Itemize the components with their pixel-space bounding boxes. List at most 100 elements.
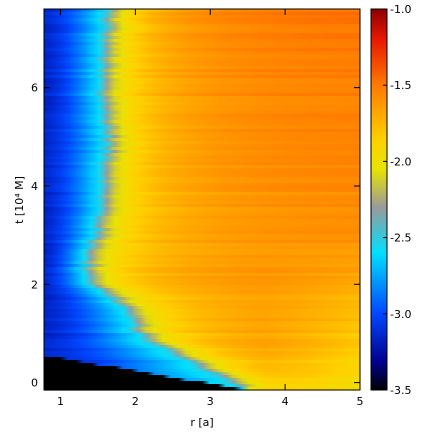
y-tick-label: 4 [31, 180, 38, 193]
heatmap-row [44, 339, 360, 343]
heatmap-row [44, 51, 360, 55]
heatmap-row [44, 210, 360, 214]
heatmap-row [44, 39, 360, 43]
colorbar-tick-label: -1.5 [390, 79, 411, 92]
heatmap-row [44, 378, 360, 382]
heatmap-row [44, 87, 360, 91]
heatmap-row [44, 363, 360, 367]
heatmap-row [44, 45, 360, 49]
heatmap-row [44, 279, 360, 283]
x-tick-label: 5 [357, 395, 364, 408]
heatmap-row [44, 69, 360, 73]
heatmap-row [44, 213, 360, 217]
heatmap-row [44, 330, 360, 334]
heatmap-row [44, 159, 360, 163]
heatmap-row [44, 231, 360, 235]
heatmap-row [44, 132, 360, 136]
heatmap-row [44, 276, 360, 280]
heatmap-row [44, 48, 360, 52]
heatmap-row [44, 120, 360, 124]
heatmap-row [44, 312, 360, 316]
heatmap-row [44, 264, 360, 268]
heatmap-row [44, 138, 360, 142]
heatmap-row [44, 81, 360, 85]
x-axis: 1 2 3 4 5 [57, 9, 364, 408]
heatmap-row [44, 90, 360, 94]
heatmap-row [44, 153, 360, 157]
heatmap-row [44, 135, 360, 139]
heatmap-row [44, 381, 360, 385]
heatmap-row [44, 351, 360, 355]
heatmap-row [44, 285, 360, 289]
heatmap-row [44, 234, 360, 238]
heatmap-row [44, 366, 360, 370]
heatmap-row [44, 12, 360, 16]
colorbar-tick-label: -1.0 [390, 3, 411, 16]
heatmap-row [44, 33, 360, 37]
heatmap-row [44, 171, 360, 175]
y-axis: 0 2 4 6 [31, 82, 360, 390]
heatmap-row [44, 123, 360, 127]
heatmap-row [44, 36, 360, 40]
heatmap-row [44, 261, 360, 265]
heatmap-row [44, 141, 360, 145]
heatmap-row [44, 105, 360, 109]
heatmap-row [44, 291, 360, 295]
heatmap-row [44, 357, 360, 361]
heatmap-row [44, 318, 360, 322]
heatmap-row [44, 102, 360, 106]
y-tick-label: 6 [31, 82, 38, 95]
heatmap-row [44, 192, 360, 196]
heatmap-row [44, 348, 360, 352]
heatmap-row [44, 183, 360, 187]
heatmap-row [44, 345, 360, 349]
heatmap-row [44, 282, 360, 286]
heatmap-row [44, 219, 360, 223]
y-axis-title: t [10⁴ M] [13, 176, 26, 224]
heatmap-row [44, 96, 360, 100]
heatmap-row [44, 114, 360, 118]
heatmap-row [44, 243, 360, 247]
x-axis-title: r [a] [190, 416, 213, 429]
plot-frame [43, 8, 361, 391]
heatmap-row [44, 207, 360, 211]
heatmap-row [44, 75, 360, 79]
heatmap-row [44, 225, 360, 229]
colorbar-tick-label: -3.0 [390, 308, 411, 321]
heatmap-row [44, 111, 360, 115]
heatmap-row [44, 129, 360, 133]
heatmap-row [44, 15, 360, 19]
colorbar-tick-label: -2.0 [390, 155, 411, 168]
colorbar-ticks: -1.0 -1.5 -2.0 -2.5 -3.0 -3.5 [383, 3, 411, 397]
heatmap-row [44, 387, 360, 391]
heatmap-row [44, 369, 360, 373]
colorbar [370, 8, 388, 391]
heatmap-row [44, 372, 360, 376]
heatmap-row [44, 300, 360, 304]
heatmap-row [44, 309, 360, 313]
heatmap-row [44, 204, 360, 208]
heatmap-row [44, 306, 360, 310]
heatmap-row [44, 9, 360, 13]
heatmap-row [44, 288, 360, 292]
heatmap-row [44, 270, 360, 274]
heatmap-row [44, 168, 360, 172]
heatmap-row [44, 24, 360, 28]
heatmap-row [44, 162, 360, 166]
heatmap-row [44, 66, 360, 70]
heatmap-row [44, 174, 360, 178]
heatmap-row [44, 63, 360, 67]
heatmap-row [44, 315, 360, 319]
heatmap-row [44, 336, 360, 340]
heatmap-row [44, 252, 360, 256]
heatmap-row [44, 150, 360, 154]
heatmap-row [44, 333, 360, 337]
heatmap-row [44, 198, 360, 202]
heatmap-row [44, 297, 360, 301]
heatmap-row [44, 324, 360, 328]
heatmap-row [44, 21, 360, 25]
heatmap-row [44, 249, 360, 253]
heatmap-row [44, 201, 360, 205]
heatmap-row [44, 99, 360, 103]
